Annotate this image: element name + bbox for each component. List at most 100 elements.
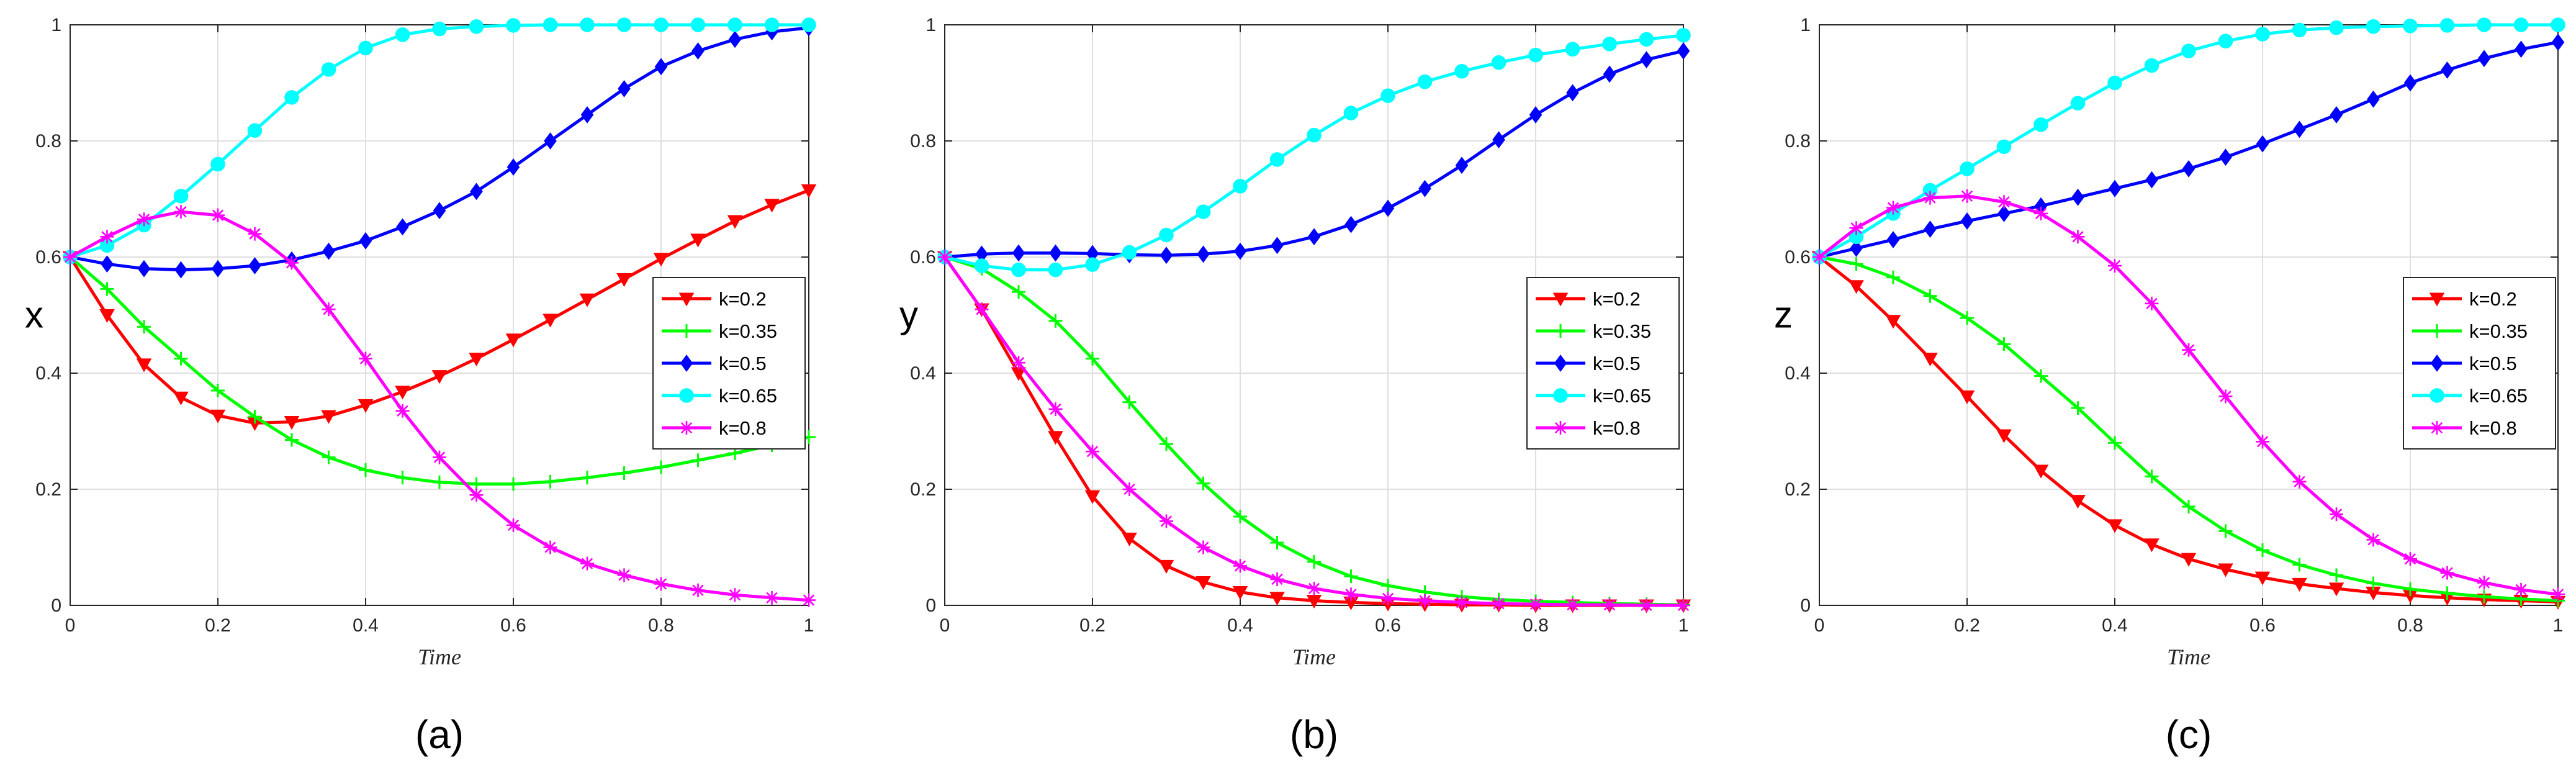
data-point-marker [2071,401,2085,415]
data-point-marker [2256,435,2269,449]
panel-2: 0 0.2 0.4 0.6 0.8 1 0 0.2 0.4 0.6 0.8 1 z Time (c) k=0.… [1774,15,2566,757]
data-point-marker [99,309,115,323]
data-point-marker [1270,536,1284,550]
data-point-marker [1196,476,1210,490]
y-tick-label: 0.2 [1785,479,1811,500]
x-tick-label: 0.2 [1079,615,1106,636]
data-point-marker [469,353,484,367]
data-point-marker [1565,598,1580,612]
data-point-marker [1344,569,1358,584]
x-tick-label: 0.6 [2249,615,2276,636]
data-point-marker [2107,519,2123,533]
data-point-marker [802,593,816,607]
legend-marker [2430,388,2444,403]
data-point-marker [2330,507,2343,522]
data-point-marker [173,391,189,405]
panel-label: (a) [415,712,464,757]
legend-marker [1553,388,1568,403]
data-point-marker [1048,262,1063,278]
y-axis-label: x [25,294,43,336]
data-point-marker [1677,42,1690,60]
legend-entry: k=0.2 [2469,288,2517,310]
data-point-marker [211,208,225,222]
data-point-marker [691,453,705,468]
data-point-marker [2144,538,2159,553]
data-point-marker [2218,389,2233,404]
legend-marker [1554,421,1567,435]
legend-marker [1554,355,1567,372]
legend-entry: k=0.35 [719,320,777,342]
x-tick-label: 1 [804,615,814,636]
data-point-marker [2071,230,2085,244]
data-point-marker [2403,19,2418,34]
x-tick-label: 0.2 [1954,615,1980,636]
legend-marker [2430,324,2444,338]
data-point-marker [2328,582,2344,597]
data-point-marker [654,58,668,76]
legend-entry: k=0.35 [1593,320,1651,342]
y-tick-label: 0.8 [35,131,61,151]
data-point-marker [359,232,372,250]
data-point-marker [1492,597,1506,611]
data-point-marker [1529,106,1542,124]
data-point-marker [321,62,336,77]
data-point-marker [2144,58,2159,73]
data-point-marker [543,17,558,32]
data-point-marker [2293,120,2306,138]
legend-entry: k=0.35 [2469,320,2528,342]
data-point-marker [1343,106,1359,120]
data-point-marker [2181,43,2196,58]
data-point-marker [543,540,557,554]
data-point-marker [433,450,446,464]
data-point-marker [618,79,631,97]
data-point-marker [543,474,557,489]
data-point-marker [2219,148,2232,166]
x-tick-label: 0.8 [648,615,674,636]
data-point-marker [1196,576,1211,590]
data-point-marker [1960,212,1974,230]
data-point-marker [1922,353,1938,367]
legend-entry: k=0.8 [2469,417,2517,439]
data-point-marker [691,583,705,597]
x-tick-label: 0.4 [2102,615,2128,636]
y-tick-label: 1 [51,15,61,35]
data-point-marker [1160,437,1173,451]
legend-entry: k=0.8 [1593,417,1641,439]
data-point-marker [1122,482,1137,496]
data-point-marker [1960,311,1974,325]
data-point-marker [1677,599,1690,612]
data-point-marker [395,471,410,485]
data-point-marker [1603,598,1616,612]
data-point-marker [210,156,225,172]
data-point-marker [2255,27,2270,42]
series-k=0.5 [1813,34,2565,266]
data-point-marker [1923,191,1937,205]
data-point-marker [1924,220,1937,238]
data-point-marker [580,17,595,32]
data-point-marker [2218,563,2233,577]
data-point-marker [1603,65,1616,83]
data-point-marker [2145,469,2159,484]
data-point-marker [210,409,226,423]
data-point-marker [764,199,780,213]
data-point-marker [211,260,225,278]
data-point-marker [433,475,446,489]
x-tick-label: 0 [940,615,950,636]
y-tick-label: 0.4 [1785,363,1811,384]
data-point-marker [653,253,669,267]
data-point-marker [728,588,742,602]
data-point-marker [2403,552,2417,566]
data-point-marker [174,261,187,279]
data-point-marker [1886,231,1900,248]
panel-label: (b) [1290,712,1338,757]
data-point-marker [248,410,262,424]
y-tick-label: 0 [925,595,936,616]
data-point-marker [1602,37,1617,52]
panel-0: 0 0.2 0.4 0.6 0.8 1 0 0.2 0.4 0.6 0.8 1 x Time (a) k=0.… [25,15,817,757]
data-point-marker [284,415,300,430]
data-point-marker [1233,179,1248,194]
legend: k=0.2 k=0.35 k=0.5 k=0.65 k=0.8 [1526,277,1680,450]
y-axis-label: y [899,294,918,336]
data-point-marker [173,189,189,204]
data-point-marker [654,17,669,32]
